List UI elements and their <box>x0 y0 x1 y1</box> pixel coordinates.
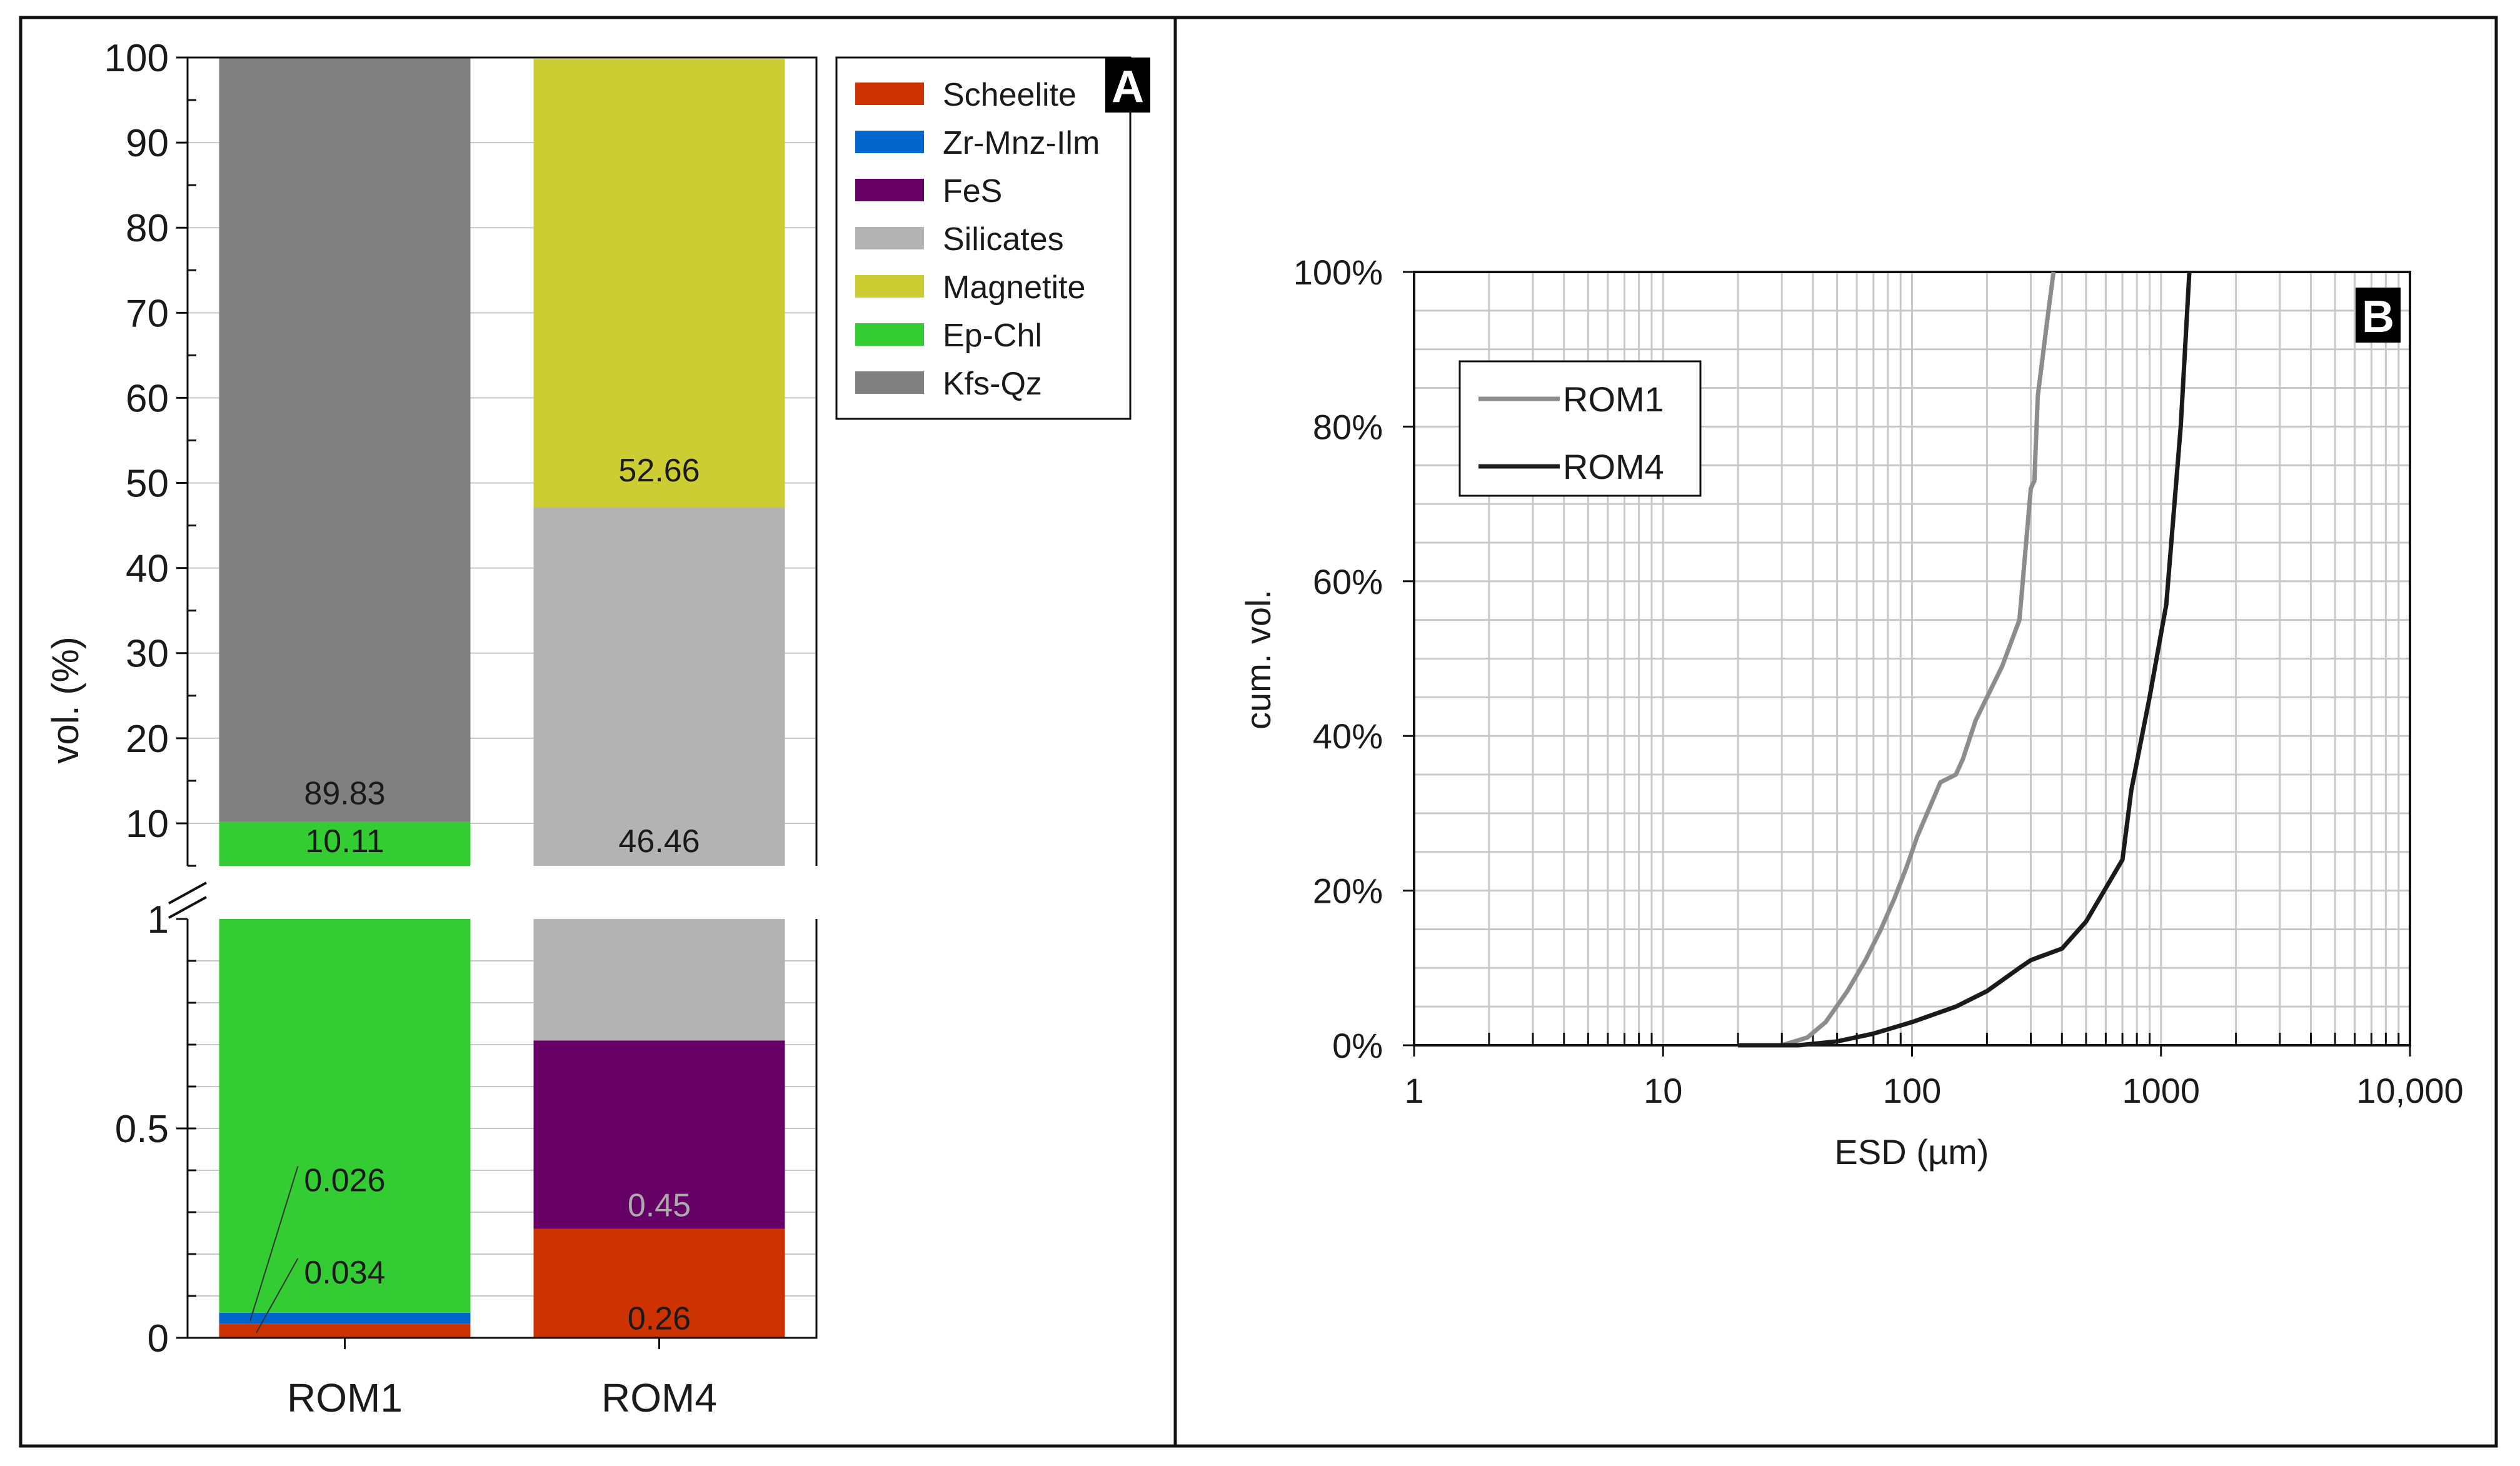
y-tick-label: 60 <box>126 377 169 420</box>
legend-label-silicates: Silicates <box>943 221 1064 258</box>
y-tick-label: 100% <box>1293 253 1383 292</box>
data-label-leader <box>256 1258 299 1333</box>
legend-label-kfs-qz: Kfs-Qz <box>943 366 1042 402</box>
panel-b-badge-text: B <box>2362 292 2394 342</box>
legend-swatch-silicates <box>855 227 924 249</box>
legend-label-scheelite: Scheelite <box>943 77 1077 113</box>
panel-a-upper-frame <box>186 56 818 866</box>
legend-label-rom4: ROM4 <box>1563 447 1664 486</box>
panel-a-chart: vol. (%) 100 90 80 70 60 50 40 30 20 10 1 0.5 0 89.8… <box>44 37 1150 1420</box>
figure-frame <box>19 16 2498 1448</box>
y-tick-label: 90 <box>126 122 169 165</box>
bar-rom4-scheelite-lower <box>533 1228 785 1338</box>
axis-break-mark <box>168 881 207 905</box>
y-tick-label: 40% <box>1313 716 1383 756</box>
data-label-rom4-silicates: 46.46 <box>618 823 700 860</box>
legend-label-magnetite: Magnetite <box>943 269 1085 306</box>
y-tick-label: 40 <box>126 548 169 591</box>
y-tick-label: 0% <box>1332 1026 1383 1065</box>
panel-a-y-axis-label: vol. (%) <box>44 636 86 763</box>
legend-swatch-zr-mnz-ilm <box>855 131 924 153</box>
panel-b-ticks: 1 10 100 1000 10,000 0% 20% 40% 60% 80% 100% <box>1293 253 2464 1110</box>
bar-rom4-magnetite-upper <box>533 59 785 508</box>
bar-rom1-zr-mnz-ilm-lower <box>219 1312 471 1324</box>
y-tick-label: 0.5 <box>115 1108 169 1151</box>
bar-rom1-ep-chl-upper <box>219 821 471 866</box>
legend-box <box>1458 360 1702 497</box>
data-label-rom4-fes: 0.45 <box>628 1188 691 1224</box>
bar-rom4-silicates-upper <box>533 507 785 866</box>
panel-a-data-labels: 89.83 10.11 0.026 0.034 52.66 46.46 0.45 0.26 <box>249 453 700 1337</box>
legend-swatch-scheelite <box>855 83 924 105</box>
bar-rom4-fes-lower <box>533 1040 785 1229</box>
panel-a-categories: ROM1 ROM4 <box>287 1375 717 1420</box>
y-tick-label: 60% <box>1313 562 1383 601</box>
x-tick-label: 1000 <box>2122 1071 2200 1110</box>
series-line-rom4 <box>1738 271 2192 1048</box>
panel-a-y-ticks: 100 90 80 70 60 50 40 30 20 10 1 0.5 0 <box>104 37 188 1360</box>
panel-b-badge-box <box>2356 288 2401 343</box>
y-tick-label: 20% <box>1313 871 1383 911</box>
data-label-rom1-zr-mnz-ilm: 0.026 <box>304 1163 385 1199</box>
category-label-rom1: ROM1 <box>287 1375 403 1420</box>
legend-label-rom1: ROM1 <box>1563 379 1664 419</box>
y-tick-label: 1 <box>148 898 169 941</box>
panel-b-label-badge: B <box>2356 288 2401 343</box>
category-label-rom4: ROM4 <box>601 1375 717 1420</box>
x-tick-label: 10 <box>1644 1071 1682 1110</box>
axis-break-mark <box>168 896 207 919</box>
data-label-rom4-magnetite: 52.66 <box>618 453 700 489</box>
bar-rom1-kfs-qz-upper <box>219 58 471 822</box>
panel-b-chart: cum. vol. ESD (µm) 1 10 100 1000 10,000 0% 20%… <box>1238 253 2464 1172</box>
y-tick-label: 10 <box>126 803 169 846</box>
panel-b-legend: ROM1 ROM4 <box>1458 360 1702 497</box>
panel-a-bars <box>219 58 785 1338</box>
legend-swatch-kfs-qz <box>855 371 924 394</box>
data-label-rom1-kfs-qz: 89.83 <box>304 776 385 812</box>
panel-a-badge-text: A <box>1112 62 1144 112</box>
panel-a-label-badge: A <box>1105 58 1150 113</box>
y-tick-label: 80% <box>1313 407 1383 446</box>
data-label-rom1-scheelite: 0.034 <box>304 1255 385 1291</box>
legend-swatch-fes <box>855 179 924 201</box>
bar-rom1-scheelite-lower <box>219 1323 471 1338</box>
data-label-leader <box>249 1166 299 1322</box>
y-tick-label: 50 <box>126 463 169 506</box>
panel-b-gridlines <box>1413 272 2410 1045</box>
bar-rom1-ep-chl-lower <box>219 919 471 1313</box>
series-line-rom1 <box>1738 271 2056 1048</box>
y-tick-label: 70 <box>126 292 169 335</box>
legend-swatch-magnetite <box>855 275 924 298</box>
legend-label-ep-chl: Ep-Chl <box>943 318 1042 354</box>
y-tick-label: 20 <box>126 718 169 761</box>
panel-a-legend: Scheelite Zr-Mnz-Ilm FeS Silicates Magnetite… <box>835 56 1132 420</box>
y-tick-label: 0 <box>148 1317 169 1360</box>
bar-rom4-silicates-lower <box>533 919 785 1041</box>
x-tick-label: 1 <box>1404 1071 1423 1110</box>
x-tick-label: 100 <box>1883 1071 1941 1110</box>
data-label-rom1-ep-chl: 10.11 <box>305 823 384 860</box>
y-tick-label: 30 <box>126 633 169 676</box>
panel-b-y-axis-label: cum. vol. <box>1238 590 1278 730</box>
legend-swatch-ep-chl <box>855 323 924 346</box>
panel-b-series <box>1738 271 2192 1048</box>
panel-b-x-axis-label: ESD (µm) <box>1835 1132 1989 1172</box>
y-tick-label: 100 <box>104 37 169 80</box>
data-label-rom4-scheelite: 0.26 <box>628 1301 691 1337</box>
x-tick-label: 10,000 <box>2356 1071 2463 1110</box>
legend-label-zr-mnz-ilm: Zr-Mnz-Ilm <box>943 125 1100 161</box>
legend-label-fes: FeS <box>943 173 1002 209</box>
y-tick-label: 80 <box>126 207 169 250</box>
panel-a-badge-box <box>1105 58 1150 113</box>
